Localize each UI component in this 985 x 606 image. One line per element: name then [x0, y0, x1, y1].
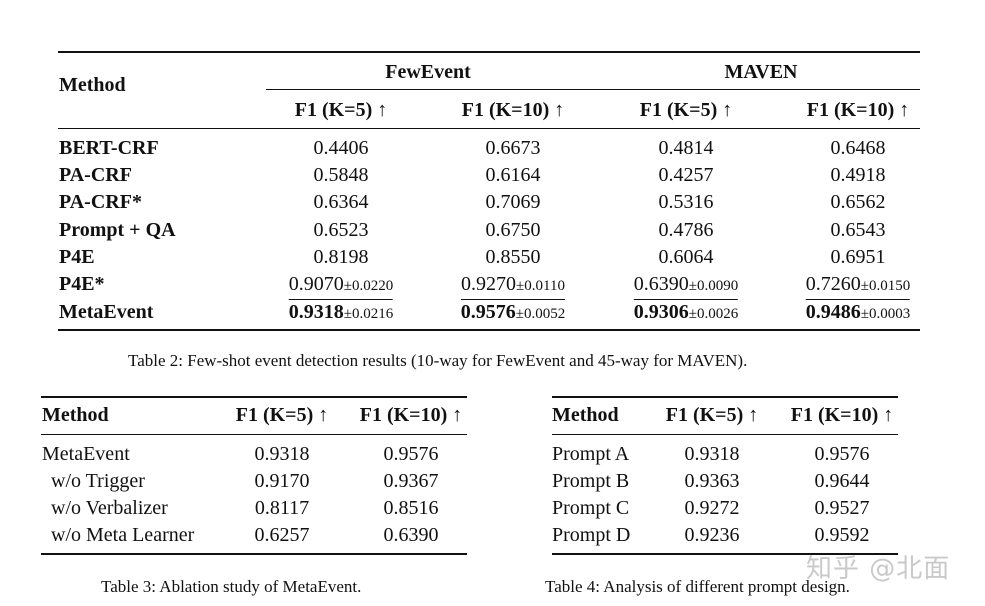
- row-method: Prompt D: [552, 524, 631, 546]
- cell-value: 0.6257: [254, 524, 310, 546]
- row-method: MetaEvent: [42, 443, 130, 465]
- cell-value: 0.9576: [814, 443, 870, 465]
- method-header: Method: [552, 404, 619, 426]
- col-header: F1 (K=10) ↑: [461, 99, 565, 121]
- col-header: F1 (K=10) ↑: [359, 404, 463, 426]
- cell-value: 0.6390: [383, 524, 439, 546]
- top-rule: [552, 396, 898, 398]
- cell-value-underlined: 0.9270±0.0110: [461, 272, 565, 300]
- header-rule: [552, 434, 898, 435]
- cell-value-underlined: 0.9070±0.0220: [288, 272, 394, 300]
- cell-value: 0.4814: [658, 137, 714, 159]
- cell-value: 0.5848: [313, 164, 369, 186]
- cell-value: 0.8550: [485, 246, 541, 268]
- method-header: Method: [42, 404, 109, 426]
- cell-value: 0.7069: [485, 191, 541, 213]
- row-method: P4E*: [59, 273, 105, 295]
- cell-value: 0.4918: [830, 164, 886, 186]
- table-caption: Table 2: Few-shot event detection result…: [128, 351, 748, 370]
- col-header: F1 (K=5) ↑: [235, 404, 329, 426]
- col-header: F1 (K=5) ↑: [639, 99, 733, 121]
- group-rule: [266, 89, 920, 90]
- bottom-rule: [58, 329, 920, 331]
- cell-value: 0.9363: [684, 470, 740, 492]
- row-method: P4E: [59, 246, 95, 268]
- cell-value: 0.4257: [658, 164, 714, 186]
- cell-value-underlined: 0.7260±0.0150: [805, 272, 911, 300]
- watermark: 知乎 @北面: [806, 554, 951, 584]
- table-caption: Table 4: Analysis of different prompt de…: [545, 577, 850, 596]
- bottom-rule: [41, 553, 467, 555]
- cell-value-underlined: 0.6390±0.0090: [633, 272, 739, 300]
- cell-value: 0.8117: [254, 497, 310, 519]
- cell-value: 0.5316: [658, 191, 714, 213]
- row-method: w/o Trigger: [51, 470, 145, 492]
- cell-value: 0.8198: [313, 246, 369, 268]
- cell-value-bold: 0.9576±0.0052: [460, 301, 566, 323]
- row-method: MetaEvent: [59, 301, 154, 323]
- cell-value: 0.6750: [485, 219, 541, 241]
- cell-value: 0.6523: [313, 219, 369, 241]
- row-method: BERT-CRF: [59, 137, 159, 159]
- row-method: PA-CRF*: [59, 191, 142, 213]
- bottom-rule: [552, 553, 898, 555]
- row-method: w/o Verbalizer: [51, 497, 168, 519]
- cell-value: 0.6164: [485, 164, 541, 186]
- header-rule: [58, 128, 920, 129]
- col-header: F1 (K=5) ↑: [665, 404, 759, 426]
- row-method: Prompt + QA: [59, 219, 176, 241]
- cell-value: 0.6562: [830, 191, 886, 213]
- cell-value-bold: 0.9306±0.0026: [633, 301, 739, 323]
- method-header: Method: [59, 74, 126, 96]
- cell-value: 0.4786: [658, 219, 714, 241]
- cell-value: 0.9318: [254, 443, 310, 465]
- cell-value: 0.9236: [684, 524, 740, 546]
- cell-value: 0.9318: [684, 443, 740, 465]
- cell-value: 0.6673: [485, 137, 541, 159]
- cell-value: 0.9170: [254, 470, 310, 492]
- row-method: PA-CRF: [59, 164, 132, 186]
- row-method: Prompt B: [552, 470, 630, 492]
- table-caption: Table 3: Ablation study of MetaEvent.: [101, 577, 362, 596]
- header-rule: [41, 434, 467, 435]
- row-method: Prompt A: [552, 443, 630, 465]
- cell-value: 0.4406: [313, 137, 369, 159]
- cell-value: 0.8516: [383, 497, 439, 519]
- cell-value: 0.6064: [658, 246, 714, 268]
- cell-value: 0.9272: [684, 497, 740, 519]
- cell-value: 0.9592: [814, 524, 870, 546]
- col-header: F1 (K=10) ↑: [806, 99, 910, 121]
- cell-value: 0.9367: [383, 470, 439, 492]
- cell-value: 0.9527: [814, 497, 870, 519]
- cell-value: 0.6543: [830, 219, 886, 241]
- row-method: Prompt C: [552, 497, 630, 519]
- top-rule: [41, 396, 467, 398]
- cell-value-bold: 0.9486±0.0003: [805, 301, 911, 323]
- cell-value: 0.9644: [814, 470, 870, 492]
- cell-value: 0.6951: [830, 246, 886, 268]
- row-method: w/o Meta Learner: [51, 524, 195, 546]
- group-header-fewevent: FewEvent: [385, 61, 471, 83]
- cell-value-bold: 0.9318±0.0216: [288, 301, 394, 323]
- cell-value: 0.9576: [383, 443, 439, 465]
- cell-value: 0.6468: [830, 137, 886, 159]
- cell-value: 0.6364: [313, 191, 369, 213]
- col-header: F1 (K=5) ↑: [294, 99, 388, 121]
- col-header: F1 (K=10) ↑: [790, 404, 894, 426]
- top-rule: [58, 51, 920, 53]
- group-header-maven: MAVEN: [724, 61, 798, 83]
